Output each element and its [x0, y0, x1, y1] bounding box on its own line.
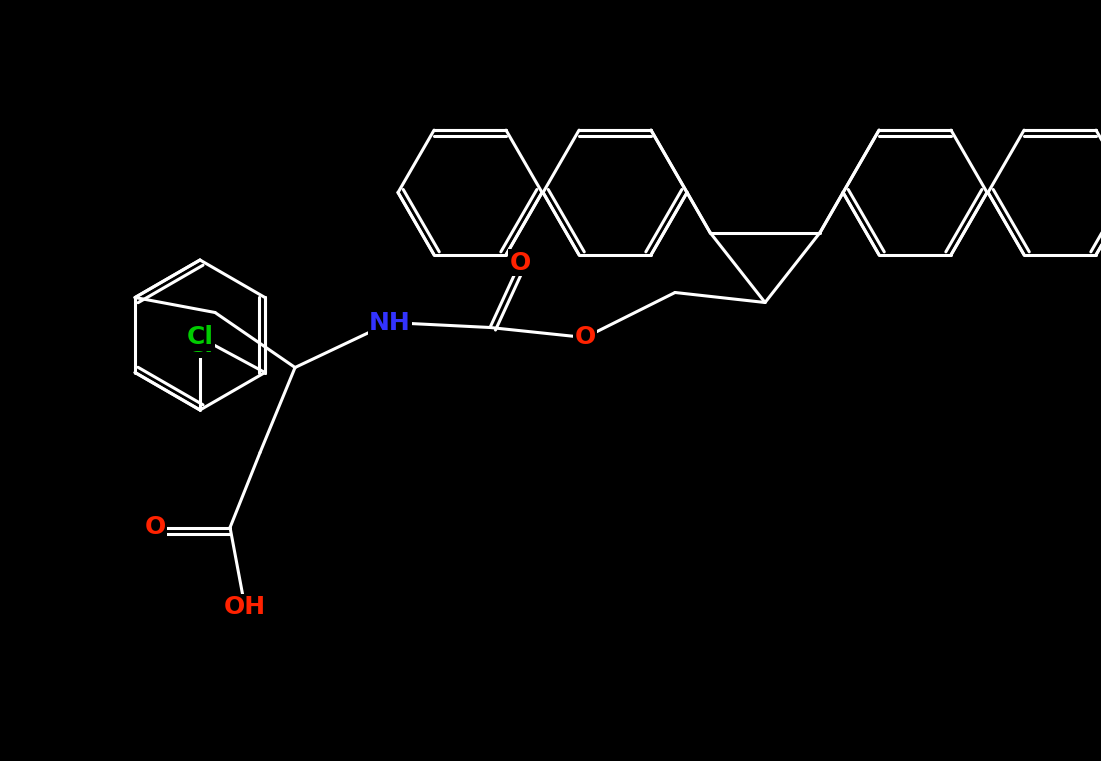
Text: NH: NH [369, 310, 411, 335]
Text: Cl: Cl [186, 326, 214, 349]
Text: OH: OH [224, 596, 266, 619]
Text: Cl: Cl [186, 333, 214, 357]
Text: O: O [144, 515, 165, 540]
Text: O: O [510, 250, 531, 275]
Text: O: O [575, 326, 596, 349]
